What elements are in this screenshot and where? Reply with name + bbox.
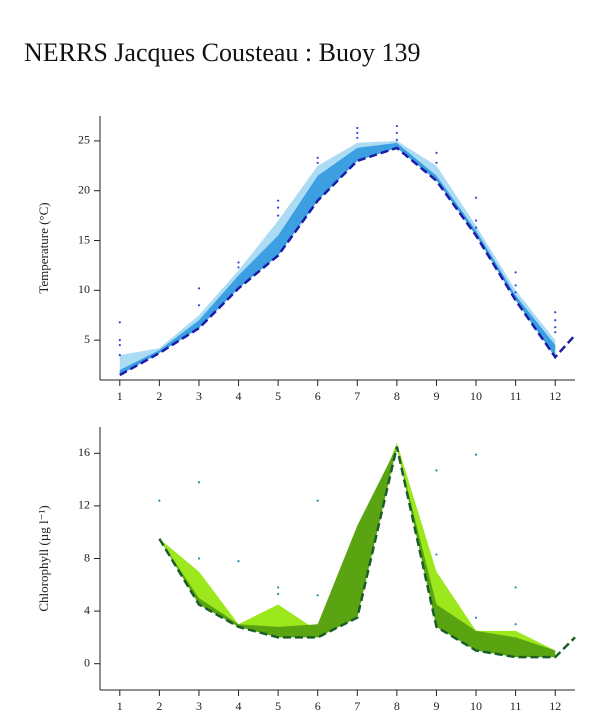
x-tick-label: 11: [510, 699, 522, 713]
scatter-point: [554, 311, 557, 314]
page-title: NERRS Jacques Cousteau : Buoy 139: [24, 38, 421, 67]
x-tick-label: 2: [156, 699, 162, 713]
scatter-point: [118, 353, 121, 357]
x-tick-label: 6: [315, 389, 321, 403]
scatter-point: [474, 453, 478, 456]
scatter-point: [474, 226, 478, 229]
scatter-point: [395, 131, 398, 135]
dashed-line: [158, 446, 576, 659]
x-tick-label: 3: [196, 699, 202, 713]
scatter-point: [474, 219, 478, 222]
scatter-point: [197, 481, 201, 484]
x-tick-label: 4: [236, 699, 242, 713]
scatter-point: [316, 161, 319, 164]
scatter-point: [118, 321, 121, 324]
scatter-point: [514, 291, 517, 294]
y-tick-label: 15: [78, 232, 90, 246]
y-axis-label: Chlorophyll (µg l⁻¹): [36, 505, 51, 611]
scatter-point: [435, 553, 438, 556]
scatter-point: [197, 287, 201, 290]
x-tick-label: 5: [275, 699, 281, 713]
scatter-point: [118, 344, 121, 347]
x-tick-label: 8: [394, 389, 400, 403]
scatter-point: [118, 339, 121, 342]
x-tick-label: 11: [510, 389, 522, 403]
scatter-point: [554, 319, 557, 322]
y-tick-label: 5: [84, 332, 90, 346]
scatter-point: [316, 594, 319, 597]
x-tick-label: 10: [470, 699, 482, 713]
scatter-point: [356, 126, 359, 130]
scatter-point: [514, 284, 517, 287]
scatter-point: [316, 499, 319, 502]
scatter-point: [474, 196, 478, 199]
y-tick-label: 4: [84, 603, 90, 617]
scatter-point: [356, 136, 359, 140]
scatter-point: [277, 586, 280, 589]
scatter-point: [514, 623, 517, 626]
scatter-point: [197, 304, 201, 307]
scatter-point: [158, 499, 161, 502]
scatter-point: [277, 214, 280, 217]
dashed-line: [119, 146, 576, 377]
y-tick-label: 12: [78, 498, 90, 512]
scatter-point: [356, 131, 359, 135]
x-tick-label: 10: [470, 389, 482, 403]
scatter-point: [277, 206, 280, 209]
x-tick-label: 9: [433, 699, 439, 713]
scatter-point: [435, 151, 438, 154]
y-axis-label: Temperature (°C): [36, 202, 51, 293]
x-tick-label: 1: [117, 389, 123, 403]
y-tick-label: 20: [78, 182, 90, 196]
x-tick-label: 7: [354, 389, 360, 403]
scatter-point: [237, 266, 240, 269]
scatter-point: [514, 271, 517, 274]
scatter-point: [277, 592, 280, 596]
scatter-point: [277, 199, 280, 202]
y-tick-label: 10: [78, 282, 90, 296]
x-tick-label: 8: [394, 699, 400, 713]
x-tick-label: 1: [117, 699, 123, 713]
y-tick-label: 0: [84, 655, 90, 669]
x-tick-label: 12: [549, 389, 561, 403]
scatter-point: [395, 138, 398, 142]
x-tick-label: 9: [433, 389, 439, 403]
scatter-point: [474, 616, 478, 619]
y-tick-label: 8: [84, 550, 90, 564]
scatter-point: [316, 156, 319, 159]
x-tick-label: 12: [549, 699, 561, 713]
scatter-point: [395, 124, 398, 128]
x-tick-label: 4: [236, 389, 242, 403]
scatter-point: [554, 326, 557, 329]
x-tick-label: 6: [315, 699, 321, 713]
scatter-point: [435, 161, 438, 164]
scatter-point: [514, 586, 517, 589]
scatter-point: [435, 469, 438, 472]
scatter-point: [237, 261, 240, 264]
x-tick-label: 3: [196, 389, 202, 403]
x-tick-label: 2: [156, 389, 162, 403]
scatter-point: [197, 557, 201, 560]
y-tick-label: 25: [78, 133, 90, 147]
x-tick-label: 7: [354, 699, 360, 713]
scatter-point: [237, 560, 240, 563]
x-tick-label: 5: [275, 389, 281, 403]
scatter-point: [554, 331, 557, 334]
y-tick-label: 16: [78, 445, 90, 459]
area-band: [159, 446, 556, 658]
